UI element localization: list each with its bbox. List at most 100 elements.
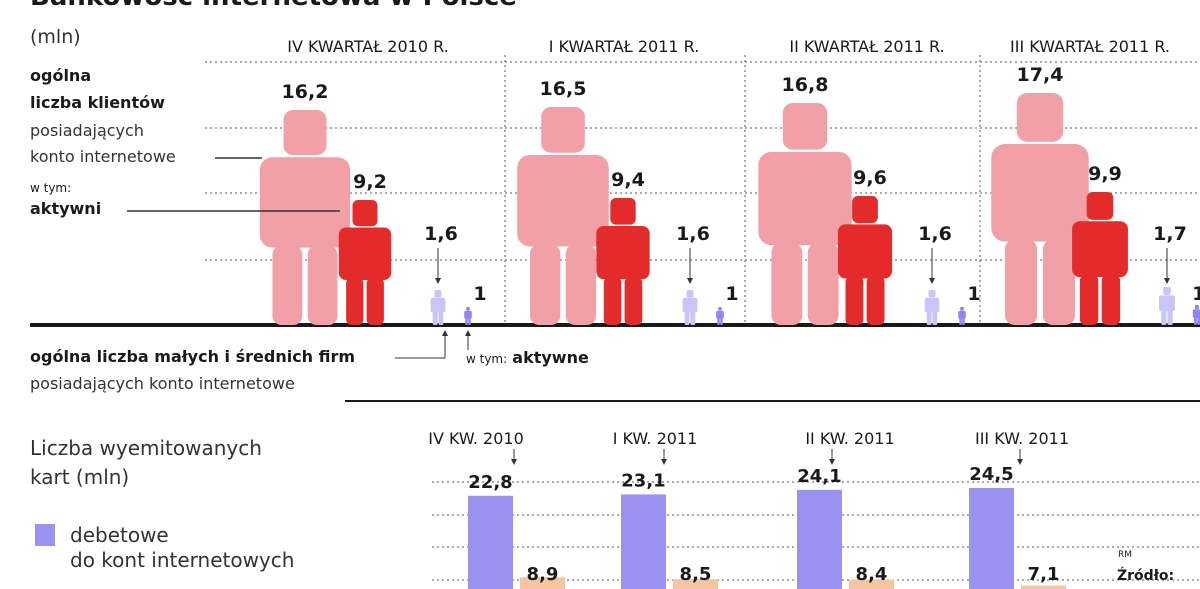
firm-figure-2-head [928, 290, 936, 298]
other-bar-label-3: 7,1 [1028, 564, 1060, 585]
legend-firms-active: w tym: aktywne [466, 348, 589, 367]
firms-connector-head [442, 330, 448, 336]
bar-category-1: I KW. 2011 [613, 429, 698, 448]
other-bar-3 [1021, 585, 1066, 589]
debit-bar-label-1: 23,1 [621, 470, 665, 491]
active-figure-1-torso [596, 225, 650, 280]
active-figure-0-head [352, 200, 378, 227]
firm-active-figure-0-head [466, 307, 470, 311]
firm-figure-1-leg-left [684, 310, 690, 325]
label-firms-0: 1,6 [424, 223, 458, 245]
active-figure-1-leg-right [624, 277, 643, 325]
other-bar-label-1: 8,5 [680, 564, 712, 585]
quarter-label-0: IV KWARTAŁ 2010 R. [287, 37, 449, 56]
other-bar-2 [849, 579, 894, 589]
active-figure-2 [837, 196, 893, 325]
pictogram-figures [259, 93, 1200, 325]
firm-active-figure-1-leg-left [717, 316, 720, 325]
firm-pointer-head-1 [687, 278, 693, 284]
active-figure-1 [596, 198, 650, 325]
debit-bar-label-2: 24,1 [797, 466, 841, 487]
active-figure-3 [1072, 192, 1128, 325]
debit-legend-swatch [35, 524, 55, 546]
legend-firms-active-label: aktywne [512, 348, 589, 367]
bar-category-2: II KW. 2011 [805, 429, 894, 448]
legend-connectors [127, 157, 1200, 402]
card-bars [468, 488, 1066, 589]
quarter-dividers [504, 55, 981, 325]
quarter-label-3: III KWARTAŁ 2011 R. [1010, 37, 1170, 56]
client-figure-3-torso [991, 144, 1089, 242]
bar-category-pointer-head-1 [661, 459, 667, 465]
source-label: Źródło: [1117, 568, 1175, 584]
label-firms-active-2: 1 [967, 283, 980, 305]
label-active-2: 9,6 [853, 167, 887, 189]
firm-pointer-head-0 [435, 278, 441, 284]
label-firms-active-3: 1,1 [1192, 283, 1200, 305]
debit-legend-line2: do kont internetowych [70, 548, 295, 572]
firm-figure-0-leg-left [432, 310, 438, 325]
firm-active-figure-3-leg-right [1197, 315, 1200, 325]
client-figure-3-leg-right [1042, 239, 1076, 325]
label-active-3: 9,9 [1088, 163, 1122, 185]
firm-figure-2-torso [924, 297, 940, 313]
client-figure-2-torso [758, 151, 852, 246]
legend-clients-line3: posiadających [30, 121, 144, 140]
bar-category-3: III KW. 2011 [975, 429, 1069, 448]
label-firms-active-0: 1 [473, 283, 486, 305]
active-figure-2-leg-left [845, 276, 864, 325]
chart-title: Bankowość internetowa w Polsce [30, 0, 517, 12]
firm-active-figure-1-head [718, 307, 722, 311]
firm-figure-3-head [1163, 287, 1171, 295]
active-figure-0-leg-right [366, 278, 384, 325]
client-figure-0-leg-left [272, 245, 303, 325]
active-figure-0 [338, 200, 392, 325]
bottom-gridlines [432, 481, 1200, 581]
client-figure-1-leg-left [530, 244, 561, 325]
active-figure-2-head [852, 196, 878, 224]
label-clients-1: 16,5 [540, 78, 587, 100]
client-figure-3-head [1016, 93, 1064, 142]
active-figure-3-leg-right [1101, 275, 1121, 325]
value-labels: 16,2 9,2 1,6 1 16,5 9,4 1,6 1 16,8 9,6 1,6 1 17,4 9,9… [282, 64, 1200, 305]
client-figure-1-head [541, 107, 585, 153]
firm-active-figure-2-leg-right [962, 316, 965, 325]
firm-figure-3-leg-right [1167, 309, 1173, 325]
client-figure-0-leg-right [307, 245, 338, 325]
client-figure-1 [517, 107, 609, 325]
label-clients-2: 16,8 [782, 74, 829, 96]
firm-figure-0-leg-right [438, 310, 444, 325]
firm-active-figure-3-head [1195, 305, 1199, 310]
debit-bar-3 [969, 488, 1014, 589]
firm-figure-1-head [686, 290, 694, 298]
debit-bar-0 [468, 495, 513, 589]
debit-bar-label-3: 24,5 [969, 464, 1013, 485]
active-figure-3-head [1086, 192, 1114, 220]
legend-active-line2: aktywni [30, 199, 102, 218]
firm-pointer-head-2 [929, 278, 935, 284]
client-figure-3 [991, 93, 1089, 325]
firm-figure-1-torso [682, 297, 698, 313]
label-firms-3: 1,7 [1153, 223, 1187, 245]
other-bar-label-0: 8,9 [527, 564, 559, 585]
quarter-labels: IV KWARTAŁ 2010 R. I KWARTAŁ 2011 R. II KW… [287, 37, 1170, 56]
firm-figure-3 [1159, 287, 1175, 325]
cards-title-line2: kart (mln) [30, 465, 130, 489]
client-figure-2-leg-left [771, 243, 803, 325]
firm-figure-2-leg-left [926, 310, 932, 325]
debit-bar-label-0: 22,8 [468, 472, 512, 493]
client-figure-1-torso [517, 154, 609, 247]
firm-figure-1 [682, 290, 698, 325]
legend-firms-line2: posiadających konto internetowe [30, 374, 295, 393]
firms-active-connector-head [465, 330, 471, 336]
firm-active-figure-3 [1192, 305, 1200, 325]
firm-active-figure-0 [464, 307, 472, 325]
firm-figure-0-head [434, 290, 442, 298]
firm-figure-1-leg-right [690, 310, 696, 325]
legend-firms-line1: ogólna liczba małych i średnich firm [30, 347, 356, 366]
card-bar-labels: IV KW. 2010 22,8 8,9 I KW. 2011 23,1 8,5 II KW… [428, 429, 1069, 585]
legend-clients-line4: konto internetowe [30, 147, 176, 166]
corner-rm: RM [1118, 550, 1133, 560]
other-bar-label-2: 8,4 [856, 564, 888, 585]
bar-category-pointer-head-3 [1017, 459, 1023, 465]
